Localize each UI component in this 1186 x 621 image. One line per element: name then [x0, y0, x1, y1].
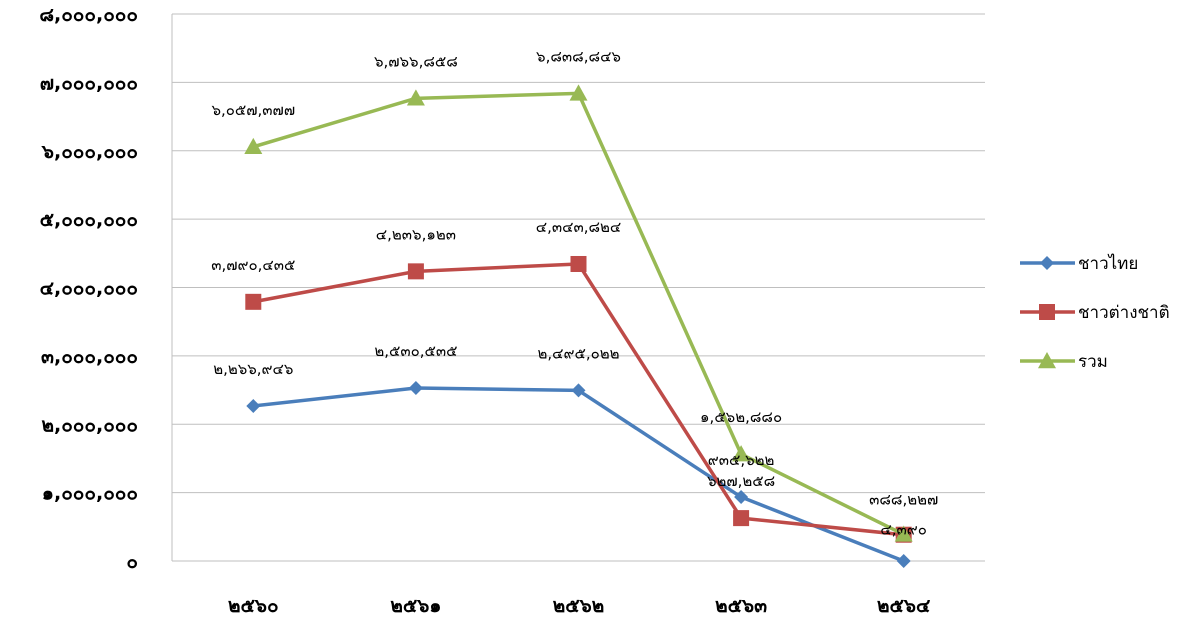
y-axis: ๐ ๑,๐๐๐,๐๐๐ ๒,๐๐๐,๐๐๐ ๓,๐๐๐,๐๐๐ ๔,๐๐๐,๐๐๐ ๕,๐…: [39, 4, 173, 573]
y-tick-label: ๒,๐๐๐,๐๐๐: [41, 414, 138, 436]
legend-item: ชาวไทย: [1020, 253, 1138, 274]
series-line: [252, 262, 904, 537]
y-tick-label: ๔,๐๐๐,๐๐๐: [40, 278, 138, 300]
triangle-marker: [406, 89, 425, 106]
diamond-marker: [571, 383, 586, 398]
square-marker: [733, 510, 750, 527]
x-tick-label: ๒๕๖๔: [877, 595, 930, 617]
legend-label: ชาวไทย: [1078, 253, 1138, 274]
x-tick-label: ๒๕๖๒: [553, 595, 605, 617]
y-tick-label: ๐: [126, 551, 138, 573]
diamond-marker: [246, 398, 261, 413]
diamond-marker: [734, 490, 749, 505]
data-label: ๖,๘๓๘,๘๔๖: [536, 47, 621, 65]
legend-label: รวม: [1078, 352, 1108, 372]
y-tick-label: ๑,๐๐๐,๐๐๐: [42, 483, 138, 505]
series-1: [246, 380, 911, 568]
x-tick-label: ๒๕๖๐: [228, 595, 279, 617]
square-marker: [407, 263, 424, 280]
square-marker: [1039, 304, 1055, 320]
triangle-marker: [244, 137, 263, 155]
series-2: [245, 255, 912, 543]
x-tick-label: ๒๕๖๑: [390, 595, 441, 617]
diamond-marker: [408, 380, 423, 395]
triangle-marker: [732, 445, 751, 462]
legend-item: ชาวต่างชาติ: [1020, 303, 1170, 323]
data-label: ๖,๗๖๖,๘๕๘: [374, 52, 458, 70]
triangle-marker: [1038, 352, 1056, 369]
data-label: ๓๘๘,๒๒๗: [869, 490, 938, 508]
diamond-marker: [896, 554, 911, 568]
x-axis: ๒๕๖๐ ๒๕๖๑ ๒๕๖๒ ๒๕๖๓ ๒๕๖๔: [228, 595, 930, 617]
triangle-marker: [569, 84, 588, 101]
legend-label: ชาวต่างชาติ: [1078, 303, 1170, 323]
diamond-marker: [1040, 256, 1054, 270]
series-line: [253, 386, 905, 563]
data-label: ๓,๗๙๐,๔๓๕: [211, 256, 295, 274]
y-tick-label: ๘,๐๐๐,๐๐๐: [39, 4, 138, 26]
series-line: [252, 91, 905, 537]
data-label: ๖,๐๕๗,๓๗๗: [211, 101, 295, 119]
triangle-marker: [894, 525, 913, 542]
data-label: ๙๓๕,๖๒๒: [708, 451, 775, 469]
data-label: ๒,๒๖๖,๙๔๖: [213, 360, 293, 378]
square-marker: [570, 255, 587, 272]
y-tick-label: ๕,๐๐๐,๐๐๐: [40, 209, 138, 231]
data-label: ๔,๒๓๖,๑๒๓: [376, 225, 456, 243]
y-tick-label: ๓,๐๐๐,๐๐๐: [41, 346, 138, 368]
x-tick-label: ๒๕๖๓: [715, 595, 767, 617]
y-tick-label: ๖,๐๐๐,๐๐๐: [41, 141, 138, 163]
square-marker: [245, 293, 262, 310]
data-label: ๔,๓๔๓,๘๒๔: [536, 218, 622, 236]
data-label: ๒,๕๓๐,๕๓๕: [374, 342, 457, 360]
legend-item: รวม: [1020, 352, 1108, 372]
data-label: ๖๒๗,๒๕๘: [707, 472, 775, 490]
data-label: ๒,๔๙๕,๐๒๒: [537, 344, 619, 362]
series-group: [244, 84, 913, 568]
data-label: ๔,๓๙๐: [880, 521, 927, 539]
data-label: ๑,๕๖๒,๘๘๐: [700, 408, 782, 426]
series-3: [244, 84, 913, 542]
y-tick-label: ๗,๐๐๐,๐๐๐: [40, 72, 138, 94]
gridlines: [172, 13, 985, 562]
